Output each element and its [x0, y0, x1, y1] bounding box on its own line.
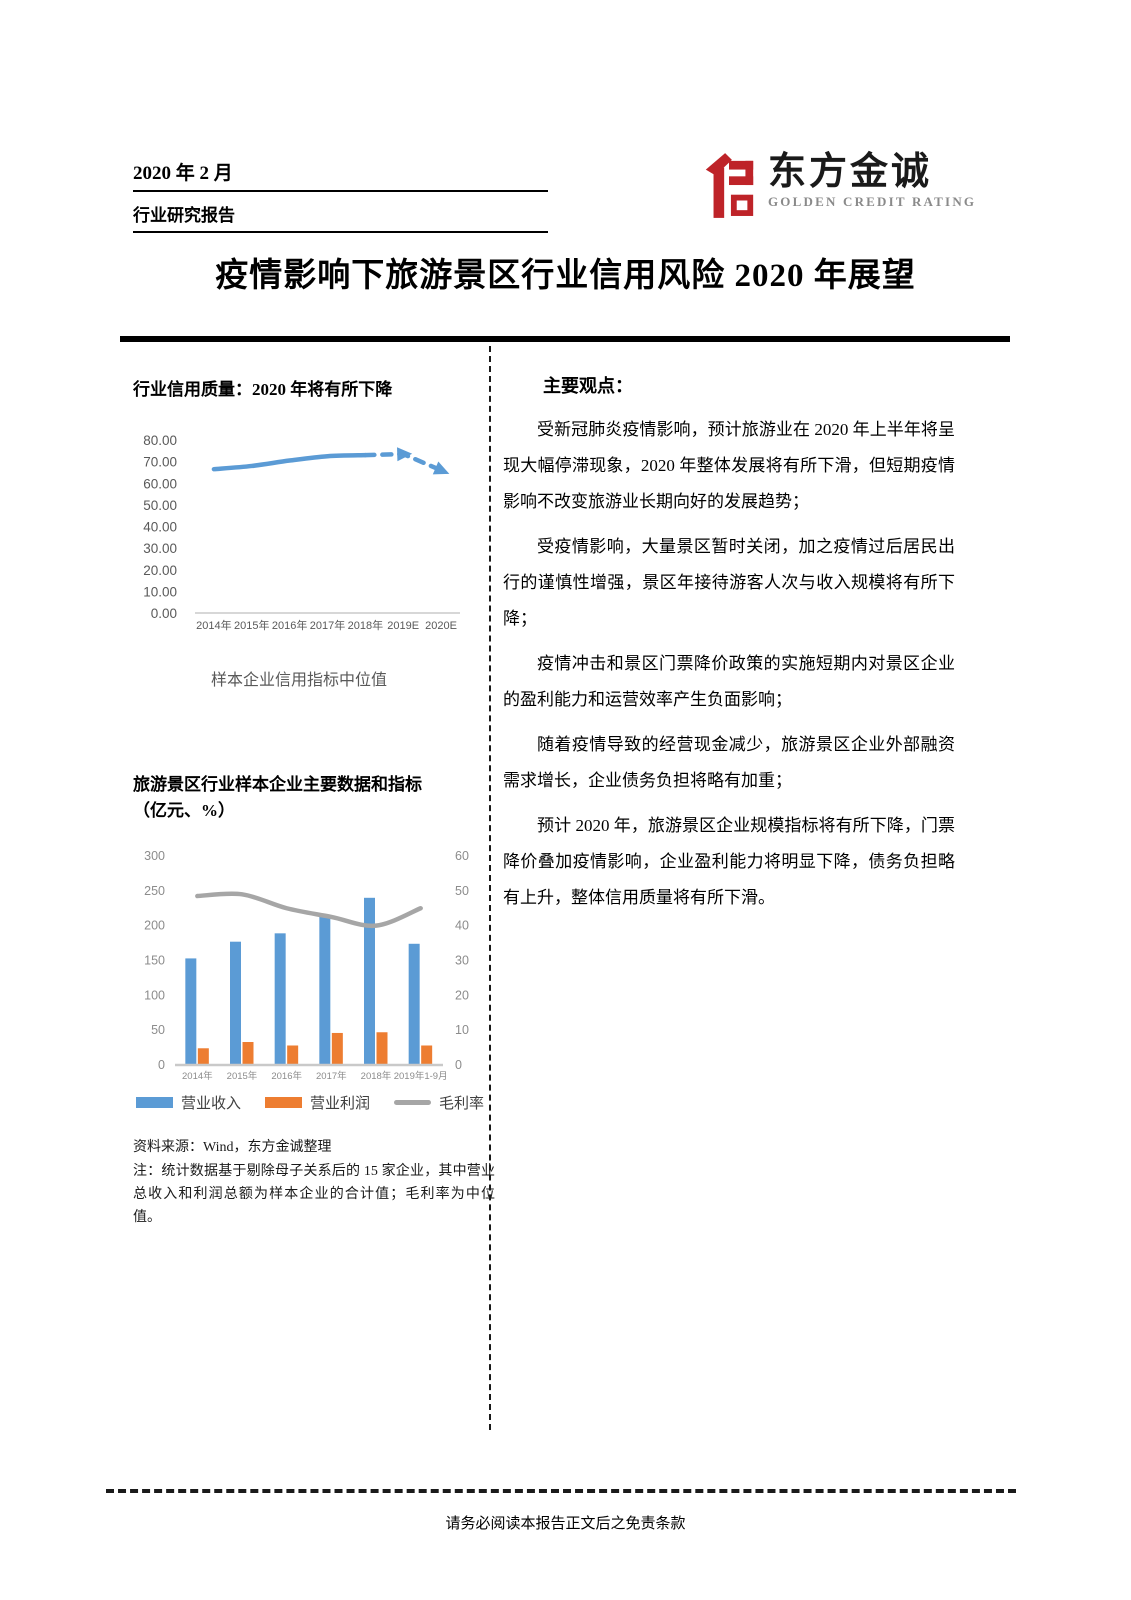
credit-quality-line-chart: 0.00 10.00 20.00 30.00 40.00 50.00 60.00 70.00 8…: [143, 433, 460, 632]
legend-label-margin: 毛利率: [439, 1095, 485, 1112]
svg-text:300: 300: [144, 849, 165, 863]
margin-swatch: [394, 1100, 431, 1105]
svg-text:60: 60: [455, 849, 469, 863]
svg-text:2015年: 2015年: [227, 1070, 258, 1082]
svg-text:2019年1-9月: 2019年1-9月: [394, 1070, 448, 1082]
brand-name-cn: 东方金诚: [768, 151, 933, 193]
svg-text:200: 200: [144, 919, 165, 933]
svg-text:2015年: 2015年: [234, 618, 269, 632]
svg-text:250: 250: [144, 884, 165, 898]
svg-text:20.00: 20.00: [143, 563, 177, 578]
chart1-caption: 样本企业信用指标中位值: [210, 672, 387, 689]
footer-disclaimer: 请务必阅读本报告正文后之免责条款: [445, 1516, 686, 1532]
footer-rule: [106, 1489, 1016, 1493]
key-points-heading: 主要观点：: [543, 376, 633, 396]
key-point-paragraph: 疫情冲击和景区门票降价政策的实施短期内对景区企业的盈利能力和运营效率产生负面影响…: [503, 654, 955, 710]
svg-text:40.00: 40.00: [143, 520, 177, 535]
key-point-paragraph: 受疫情影响，大量景区暂时关闭，加之疫情过后居民出行的谨慎性增强，景区年接待游客人…: [503, 537, 955, 629]
svg-text:70.00: 70.00: [143, 455, 177, 470]
svg-text:30: 30: [455, 954, 469, 968]
svg-text:2019E: 2019E: [387, 620, 419, 632]
svg-text:2016年: 2016年: [271, 1070, 302, 1082]
svg-text:40: 40: [455, 919, 469, 933]
data-source: 资料来源：Wind，东方金诚整理: [133, 1140, 332, 1155]
svg-text:50: 50: [455, 884, 469, 898]
svg-text:0: 0: [455, 1058, 462, 1072]
legend-item-margin: 毛利率: [394, 1092, 484, 1113]
svg-text:30.00: 30.00: [143, 541, 177, 556]
svg-text:2014年: 2014年: [182, 1070, 213, 1082]
key-point-paragraph: 受新冠肺炎疫情影响，预计旅游业在 2020 年上半年将呈现大幅停滞现象，2020…: [503, 420, 955, 512]
chart2-heading: 旅游景区行业样本企业主要数据和指标 （亿元、%）: [133, 772, 495, 824]
company-logo: 东方金诚 GOLDEN CREDIT RATING: [700, 150, 976, 222]
column-divider: [489, 346, 491, 1430]
svg-text:50.00: 50.00: [143, 498, 177, 513]
svg-text:2017年: 2017年: [310, 618, 345, 632]
svg-text:2020E: 2020E: [425, 620, 457, 632]
chart1-heading: 行业信用质量：2020 年将有所下降: [133, 380, 393, 399]
svg-text:100: 100: [144, 988, 165, 1002]
svg-text:50: 50: [151, 1023, 165, 1037]
report-date: 2020 年 2 月: [133, 158, 548, 192]
legend-label-profit: 营业利润: [309, 1095, 370, 1112]
report-type: 行业研究报告: [133, 201, 548, 233]
svg-text:80.00: 80.00: [143, 433, 177, 448]
chart-note: 注：统计数据基于剔除母子关系后的 15 家企业，其中营业总收入和利润总额为样本企…: [133, 1164, 495, 1225]
title-rule: [120, 336, 1010, 342]
svg-text:10: 10: [455, 1023, 469, 1037]
sample-data-combo-chart: 0 50 100 150 200 250 300 0 10 20 30 40 50 60 2014年 2015…: [144, 849, 469, 1082]
report-header: 2020 年 2 月 行业研究报告: [133, 158, 548, 233]
svg-text:2017年: 2017年: [316, 1070, 347, 1082]
svg-text:2014年: 2014年: [196, 618, 231, 632]
svg-text:0.00: 0.00: [151, 606, 177, 621]
svg-text:150: 150: [144, 954, 165, 968]
revenue-swatch: [135, 1097, 173, 1108]
svg-text:2018年: 2018年: [361, 1070, 392, 1082]
brand-name-en: GOLDEN CREDIT RATING: [768, 193, 977, 209]
key-point-paragraph: 随着疫情导致的经营现金减少，旅游景区企业外部融资需求增长，企业债务负担将略有加重…: [503, 735, 955, 791]
legend-label-revenue: 营业收入: [180, 1095, 241, 1112]
chart2-heading-line2: （亿元、%）: [133, 801, 235, 820]
right-column: 主要观点： 受新冠肺炎疫情影响，预计旅游业在 2020 年上半年将呈现大幅停滞现…: [503, 372, 955, 925]
svg-text:60.00: 60.00: [143, 476, 177, 491]
chart2-legend: 营业收入 营业利润 毛利率: [115, 1092, 505, 1113]
svg-text:2016年: 2016年: [272, 618, 307, 632]
legend-item-revenue: 营业收入: [135, 1092, 241, 1113]
svg-text:20: 20: [455, 988, 469, 1002]
logo-icon: [705, 153, 754, 218]
svg-text:2018年: 2018年: [348, 618, 383, 632]
chart2-heading-line1: 旅游景区行业样本企业主要数据和指标: [133, 775, 422, 794]
page-title: 疫情影响下旅游景区行业信用风险 2020 年展望: [215, 258, 916, 294]
logo-text: 东方金诚 GOLDEN CREDIT RATING: [768, 150, 976, 210]
svg-text:0: 0: [158, 1058, 165, 1072]
key-point-paragraph: 预计 2020 年，旅游景区企业规模指标将有所下降，门票降价叠加疫情影响，企业盈…: [503, 816, 955, 908]
profit-swatch: [264, 1097, 302, 1108]
svg-text:10.00: 10.00: [143, 584, 177, 599]
legend-item-profit: 营业利润: [264, 1092, 370, 1113]
